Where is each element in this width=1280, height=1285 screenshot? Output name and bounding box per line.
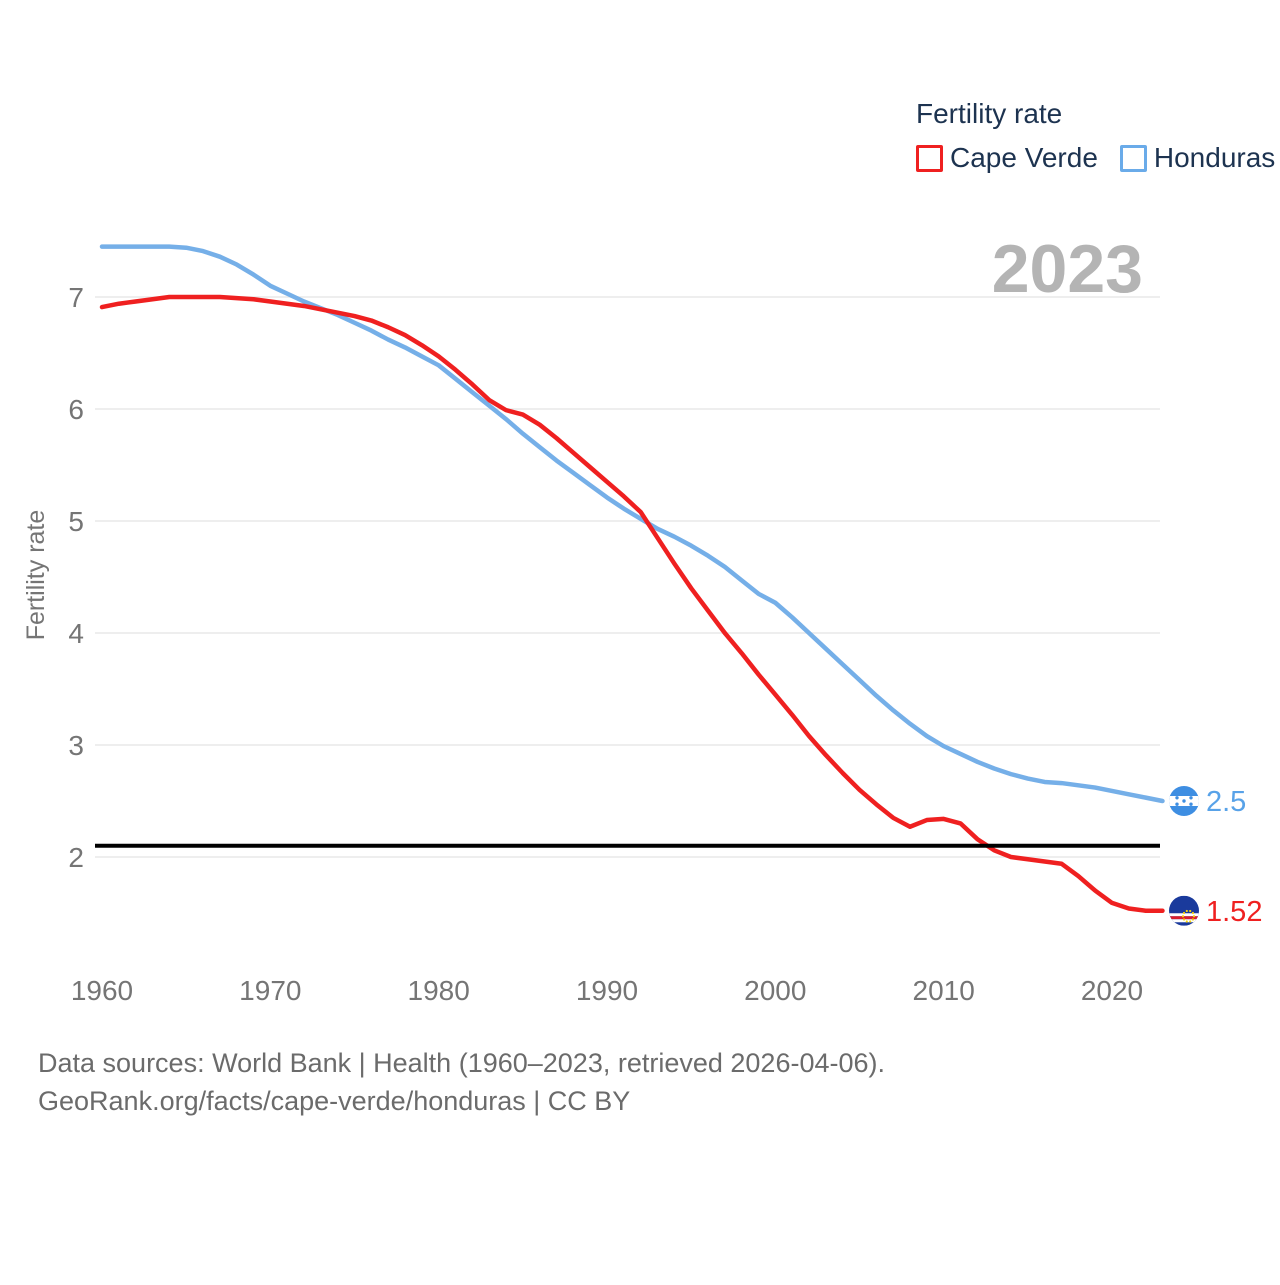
legend-title: Fertility rate (916, 98, 1063, 129)
y-tick-label: 3 (68, 730, 84, 761)
legend-label-honduras: Honduras (1153, 142, 1276, 173)
x-tick-label: 2020 (1081, 975, 1143, 1006)
legend-items: Cape Verde Honduras (916, 142, 1275, 174)
attribution-line: GeoRank.org/facts/cape-verde/honduras | … (38, 1086, 631, 1116)
x-tick-label: 1960 (71, 975, 133, 1006)
data-sources-line: Data sources: World Bank | Health (1960–… (38, 1048, 885, 1078)
cape-verde-swatch-icon (916, 144, 943, 172)
legend: Fertility rate Cape Verde Honduras (916, 98, 1275, 174)
y-tick-label: 2 (68, 842, 84, 873)
y-tick-label: 5 (68, 506, 84, 537)
x-tick-label: 1970 (239, 975, 301, 1006)
y-tick-label: 4 (68, 618, 84, 649)
y-tick-label: 6 (68, 394, 84, 425)
cape-verde-end-value: 1.52 (1206, 896, 1262, 928)
y-axis-title: Fertility rate (22, 510, 50, 641)
legend-item-honduras: Honduras (1119, 142, 1276, 174)
cape-verde-flag-icon (1169, 895, 1199, 926)
series-line-cape-verde (99, 294, 1165, 914)
x-tick-label: 2010 (913, 975, 975, 1006)
honduras-end-value: 2.5 (1206, 786, 1246, 818)
honduras-flag-icon (1169, 786, 1199, 816)
legend-item-cape-verde: Cape Verde (916, 142, 1098, 174)
legend-label-cape-verde: Cape Verde (950, 142, 1098, 173)
x-tick-label: 2000 (744, 975, 806, 1006)
watermark-year: 2023 (992, 231, 1143, 307)
x-tick-label: 1980 (408, 975, 470, 1006)
series-line-honduras (99, 244, 1165, 804)
honduras-swatch-icon (1119, 144, 1147, 172)
footer: Data sources: World Bank | Health (1960–… (38, 1044, 885, 1120)
y-tick-label: 7 (68, 282, 84, 313)
x-tick-label: 1990 (576, 975, 638, 1006)
